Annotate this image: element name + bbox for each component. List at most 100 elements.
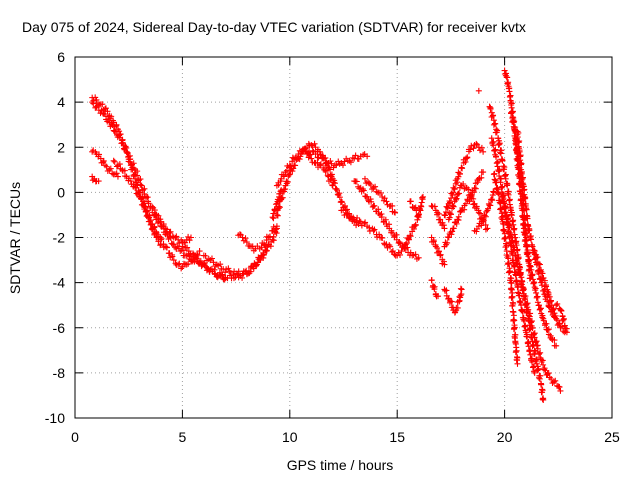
- series-arc-side-1: [89, 147, 121, 180]
- point-16-3-4: [419, 196, 426, 203]
- point-10-11-3: [324, 172, 331, 179]
- point-5-1-2: [155, 212, 162, 219]
- point-32-4-2: [523, 206, 530, 213]
- point-9-2-2: [283, 180, 290, 187]
- point-10-7-1: [305, 154, 312, 161]
- point-34-0-1: [554, 300, 561, 307]
- point-7-8-2: [254, 259, 261, 266]
- point-29-2-8: [511, 246, 518, 253]
- point-30-12-3: [533, 289, 540, 296]
- point-29-6-6: [527, 319, 534, 326]
- point-21-8-2: [478, 144, 485, 151]
- point-13-2-2: [354, 214, 361, 221]
- point-0-17-2: [163, 244, 170, 251]
- point-4-2-2: [121, 167, 128, 174]
- point-28-0: [490, 171, 497, 178]
- point-21-7-1: [473, 140, 480, 147]
- point-33-2-1: [540, 274, 547, 281]
- point-9-1-2: [279, 194, 286, 201]
- point-30-12-6: [534, 293, 541, 300]
- point-14-3-1: [371, 202, 378, 209]
- point-9-8-2: [311, 140, 318, 147]
- point-13-1-2: [348, 213, 355, 220]
- point-13-4-1: [366, 224, 373, 231]
- point-8-6-1: [261, 242, 268, 249]
- point-27-2-4: [498, 184, 505, 191]
- point-4-2-3: [122, 173, 129, 180]
- point-33-1-4: [538, 266, 545, 273]
- point-23-7-1: [477, 210, 484, 217]
- point-28-1-11: [498, 214, 505, 221]
- point-30-16-3: [551, 342, 558, 349]
- point-16-2-4: [417, 207, 424, 214]
- point-21-7-2: [474, 141, 481, 148]
- point-24-4-3: [490, 188, 497, 195]
- point-20-2-2: [451, 309, 458, 316]
- point-26-11-8: [536, 375, 543, 382]
- series-arc-late-5: [441, 140, 487, 219]
- point-11-1-3: [310, 148, 317, 155]
- point-22-6-4: [471, 189, 478, 196]
- point-23-5-3: [470, 195, 477, 202]
- point-26-11-4: [535, 366, 542, 373]
- point-4-9-4: [153, 230, 160, 237]
- point-22-0-4: [444, 234, 451, 241]
- point-33-4-6: [552, 312, 559, 319]
- point-12-4: [278, 187, 285, 194]
- point-29-13-2: [556, 384, 563, 391]
- point-18-0-3: [430, 237, 437, 244]
- point-23-8-3: [482, 226, 489, 233]
- point-9-9-2: [315, 146, 322, 153]
- point-6-6-1: [219, 272, 226, 279]
- series-arc-late-4: [441, 285, 465, 316]
- point-29-1-9: [507, 231, 514, 238]
- point-8-7-2: [267, 233, 274, 240]
- point-28-5-8: [511, 324, 518, 331]
- point-9-5-1: [296, 156, 303, 163]
- point-21-1-2: [446, 199, 453, 206]
- point-23-4-2: [465, 186, 472, 193]
- point-32-1-7: [518, 160, 525, 167]
- point-26-3-1: [499, 157, 506, 164]
- point-30-15-4: [547, 332, 554, 339]
- point-30-11-9: [531, 279, 538, 286]
- point-33-3-3: [546, 293, 553, 300]
- point-21-5-4: [465, 146, 472, 153]
- point-5-8-1: [185, 233, 192, 240]
- point-13-2-1: [353, 217, 360, 224]
- point-28-5-9: [511, 325, 518, 332]
- point-0-0-2: [92, 94, 99, 101]
- point-22-0-3: [444, 239, 451, 246]
- point-0-3-1: [102, 105, 109, 112]
- point-22-2-4: [453, 220, 460, 227]
- point-33-5-1: [554, 317, 561, 324]
- point-26-0-6: [489, 112, 496, 119]
- point-27-0: [488, 135, 495, 142]
- point-29-0-6: [502, 203, 509, 210]
- point-29-6-4: [526, 313, 533, 320]
- point-1-8-7: [144, 194, 151, 201]
- point-7-9-2: [260, 251, 267, 258]
- point-6-5-3: [216, 269, 223, 276]
- point-21-3-4: [456, 170, 463, 177]
- point-22-7-4: [474, 179, 481, 186]
- point-9-15: [338, 198, 345, 205]
- point-6-2-4: [197, 257, 204, 264]
- point-14-8-1: [404, 244, 411, 251]
- series-arc-steep-9: [553, 300, 570, 336]
- point-32-1-6: [517, 159, 524, 166]
- point-24-3-1: [485, 205, 492, 212]
- point-7-7-1: [247, 268, 254, 275]
- point-26-4-9: [506, 196, 513, 203]
- point-29-1-3: [504, 215, 511, 222]
- series-arc-late-1: [428, 202, 448, 232]
- point-1-3-4: [110, 127, 117, 134]
- point-28-6-2: [512, 339, 519, 346]
- point-24-0-2: [474, 225, 481, 232]
- point-21-9: [480, 148, 487, 155]
- point-17-0-2: [431, 203, 438, 210]
- point-34-3-3: [563, 325, 570, 332]
- point-1-8-3: [141, 185, 148, 192]
- point-15-2-2: [373, 188, 380, 195]
- point-9-15-1: [339, 199, 346, 206]
